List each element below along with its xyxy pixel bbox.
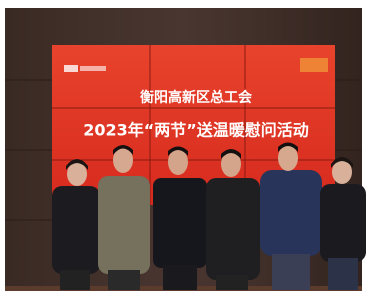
logo-text [80,66,106,71]
decoration [300,58,328,72]
screen-title: 衡阳高新区总工会 [140,89,253,106]
screen-subtitle: 2023年“两节”送温暖慰问活动 [83,121,309,140]
logo [64,65,78,72]
page: 衡阳高新区总工会 2023年“两节”送温暖慰问活动 [0,0,367,296]
photo: 衡阳高新区总工会 2023年“两节”送温暖慰问活动 [0,0,367,296]
